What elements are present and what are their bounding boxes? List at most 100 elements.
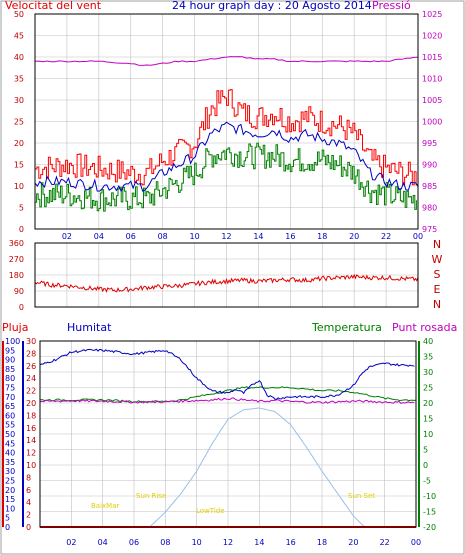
panel2-series [34, 273, 419, 293]
rain-tick-label: 12 [26, 449, 36, 458]
humidity-tick-label: 55 [5, 421, 15, 430]
humidity-tick-label: 100 [5, 337, 20, 346]
temperature-axis-bar [418, 341, 420, 527]
rain-tick-label: 6 [26, 486, 31, 495]
temperature-tick-label: 25 [423, 384, 433, 393]
temperature-tick-label: 40 [423, 337, 433, 346]
sunrise-label: Sun Rise [136, 492, 166, 500]
panel1-y2-tick-label: 1020 [422, 32, 442, 41]
panel1-x-tick-label: 22 [381, 232, 391, 241]
wind-min-series [35, 142, 417, 212]
panel1-y-tick-label: 25 [14, 118, 24, 127]
rain-tick-label: 14 [26, 436, 36, 445]
humidity-tick-label: 25 [5, 477, 15, 486]
humidity-axis-bar [22, 341, 24, 527]
temperature-tick-label: -5 [423, 477, 431, 486]
panel1-x-tick-label: 04 [94, 232, 104, 241]
panel3-x-tick-label: 00 [411, 538, 421, 547]
humidity-tick-label: 85 [5, 365, 15, 374]
dew-point-series [39, 397, 415, 404]
panel1-x-tick-label: 00 [413, 232, 423, 241]
temperature-tick-label: 5 [423, 446, 428, 455]
temperature-tick-label: 30 [423, 368, 433, 377]
humidity-tick-label: 80 [5, 374, 15, 383]
panel3-x-tick-label: 04 [98, 538, 108, 547]
panel1-grid [35, 13, 419, 230]
humidity-tick-label: 0 [5, 523, 10, 532]
panel1-y-tick-label: 5 [19, 204, 24, 213]
humidity-tick-label: 40 [5, 449, 15, 458]
panel1-x-tick-label: 08 [158, 232, 168, 241]
panel3-x-tick-label: 14 [254, 538, 264, 547]
temperature-tick-label: 20 [423, 399, 433, 408]
rain-tick-label: 24 [26, 374, 36, 383]
rain-tick-label: 26 [26, 362, 36, 371]
humidity-tick-label: 90 [5, 356, 15, 365]
rain-tick-label: 4 [26, 498, 31, 507]
panel1-y-tick-label: 50 [14, 10, 24, 19]
panel1-y-tick-label: 15 [14, 161, 24, 170]
panel2-y-tick-label: 0 [19, 303, 24, 312]
panel1-x-axis-labels: 02 04 06 08 10 12 14 16 18 20 22 00 [62, 232, 423, 241]
compass-label: W [432, 253, 443, 266]
panel1-y-tick-label: 35 [14, 75, 24, 84]
panel1-y2-tick-label: 1000 [422, 118, 442, 127]
sunset-label: Sun Set [348, 492, 375, 500]
panel1-y2-tick-label: 1025 [422, 10, 442, 19]
panel1-y-tick-label: 0 [19, 225, 24, 234]
high-tide-label: BaixMar [91, 502, 120, 510]
humidity-tick-label: 20 [5, 486, 15, 495]
panel3-x-tick-label: 02 [66, 538, 76, 547]
temperature-tick-label: 35 [423, 353, 433, 362]
panel1-x-tick-label: 16 [285, 232, 295, 241]
temperature-series [39, 386, 417, 403]
temperature-tick-label: 10 [423, 430, 433, 439]
panel1-x-tick-label: 20 [349, 232, 359, 241]
temperature-tick-label: 0 [423, 461, 428, 470]
compass-label: N [433, 238, 441, 251]
panel3-x-tick-label: 08 [160, 538, 170, 547]
rain-tick-label: 16 [26, 424, 36, 433]
panel1-left-axis-labels: 0 5 10 15 20 25 30 35 40 45 50 [14, 10, 24, 234]
compass-label: E [434, 283, 441, 296]
panel2-y-tick-label: 360 [9, 239, 24, 248]
panel2-frame [34, 242, 419, 308]
panel3-x-tick-label: 22 [380, 538, 390, 547]
panel3-x-tick-label: 06 [129, 538, 139, 547]
temperature-tick-label: -15 [423, 508, 436, 517]
pressure-series [34, 56, 419, 66]
humidity-tick-label: 30 [5, 467, 15, 476]
humidity-tick-label: 60 [5, 411, 15, 420]
temperature-axis-labels: -20 -15 -10 -5 0 5 10 15 20 25 30 35 40 [423, 337, 436, 532]
pressure-title: Pressió [372, 0, 411, 12]
humidity-tick-label: 15 [5, 495, 15, 504]
rain-title: Pluja [2, 321, 28, 334]
rain-tick-label: 28 [26, 349, 36, 358]
temperature-tick-label: -20 [423, 523, 436, 532]
panel1-y2-tick-label: 990 [422, 161, 437, 170]
humidity-tick-label: 10 [5, 504, 15, 513]
humidity-tick-label: 35 [5, 458, 15, 467]
panel1-right-axis-labels: 975 980 985 990 995 1000 1005 1010 1015 1020 1025 [422, 10, 442, 234]
panel1-y2-tick-label: 1010 [422, 75, 442, 84]
panel3-x-tick-label: 16 [286, 538, 296, 547]
humidity-tick-label: 75 [5, 384, 15, 393]
panel1-y2-tick-label: 995 [422, 139, 437, 148]
panel1-y-tick-label: 20 [14, 139, 24, 148]
panel1-y-tick-label: 40 [14, 53, 24, 62]
panel2-left-axis-labels: 0 90 180 270 360 [9, 239, 24, 312]
panel3-x-tick-label: 12 [223, 538, 233, 547]
panel1-y2-tick-label: 975 [422, 225, 437, 234]
panel1-y2-tick-label: 985 [422, 182, 437, 191]
panel1-x-tick-label: 10 [189, 232, 199, 241]
panel2-grid [35, 242, 419, 308]
chart-period-title: 24 hour graph day : 20 Agosto 2014 [172, 0, 372, 12]
rain-tick-label: 20 [26, 399, 36, 408]
panel1-y-tick-label: 45 [14, 32, 24, 41]
panel3-x-tick-label: 20 [348, 538, 358, 547]
humidity-tick-label: 45 [5, 439, 15, 448]
panel3-x-tick-label: 10 [192, 538, 202, 547]
humidity-series [39, 348, 415, 400]
